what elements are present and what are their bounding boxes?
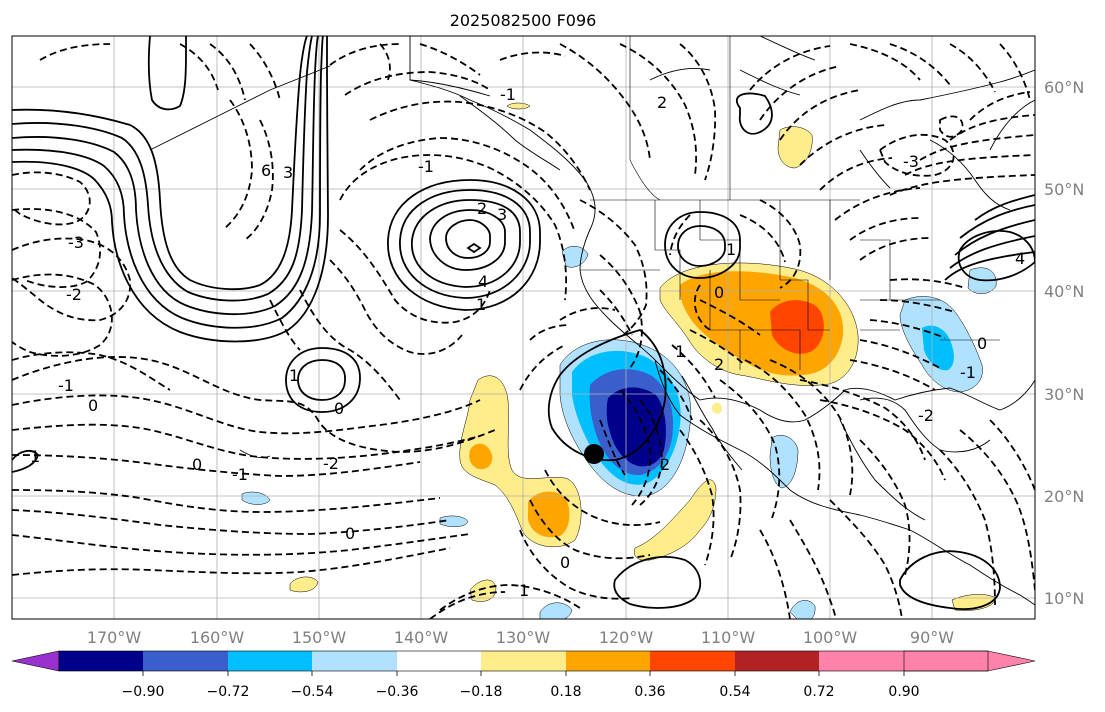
contours-dashed: [12, 43, 1035, 619]
lon-label: 130°W: [496, 628, 551, 647]
contour-label: 3: [497, 205, 507, 224]
contour-label-group: 6 3 -3 -2 -1 0 3 -1 4 1 2 -2 1 0 0 -1 2 …: [30, 85, 1025, 600]
colorbar-tick-label: 0.72: [803, 684, 834, 700]
colorbar-bin: [312, 651, 397, 671]
contour-label: 2: [660, 455, 670, 474]
colorbar-bin: [481, 651, 566, 671]
map-area: 6 3 -3 -2 -1 0 3 -1 4 1 2 -2 1 0 0 -1 2 …: [12, 36, 1035, 619]
political-borders: [580, 36, 1000, 370]
contour-label: 0: [560, 553, 570, 572]
contour-label: 0: [192, 455, 202, 474]
contour-label: -1: [232, 465, 248, 484]
contour-label: 0: [88, 396, 98, 415]
lat-label: 10°N: [1044, 589, 1084, 608]
colorbar-tick-marks: [142, 671, 905, 676]
contour-label: -2: [66, 285, 82, 304]
colorbar-tick-label: 0.18: [550, 684, 581, 700]
contour-label: -1: [418, 157, 434, 176]
contour-label: 4: [478, 272, 488, 291]
contour-label: 3: [283, 163, 293, 182]
contour-label: -3: [68, 233, 84, 252]
colorbar-max-arrow: [903, 650, 1036, 672]
latitude-labels: 60°N 50°N 40°N 30°N 20°N 10°N: [1044, 78, 1084, 608]
colorbar-tick-label: −0.72: [207, 684, 250, 700]
lon-label: 100°W: [803, 628, 858, 647]
lon-label: 150°W: [292, 628, 347, 647]
contour-label: 0: [345, 524, 355, 543]
map-frame: [11, 35, 1036, 620]
lat-label: 20°N: [1044, 487, 1084, 506]
contour-label: -1: [960, 363, 976, 382]
colorbar-tick-label: 0.90: [888, 684, 919, 700]
colorbar-bin: [566, 651, 650, 671]
lat-label: 60°N: [1044, 78, 1084, 97]
contour-label: 1: [30, 447, 40, 466]
contour-label: 1: [675, 342, 685, 361]
contour-label: 6: [261, 161, 271, 180]
contour-label: 0: [334, 399, 344, 418]
contour-label: 0: [714, 283, 724, 302]
contour-label: 1: [726, 240, 736, 259]
contour-label: 1: [476, 295, 486, 314]
colorbar-tick-label: 0.54: [719, 684, 750, 700]
contour-label: 2: [477, 199, 487, 218]
lon-label: 110°W: [701, 628, 756, 647]
colorbar-bin: [735, 651, 819, 671]
contour-label: -3: [903, 152, 919, 171]
contour-label: -2: [323, 454, 339, 473]
colorbar-bin: [228, 651, 312, 671]
colorbar-bin: [650, 651, 735, 671]
contour-label: -2: [918, 406, 934, 425]
lon-label: 90°W: [910, 628, 954, 647]
colorbar-bin: [59, 651, 143, 671]
anomaly-shading: [241, 102, 997, 619]
contour-label: 1: [519, 581, 529, 600]
colorbar-bin: [819, 651, 904, 671]
contour-label: 1: [289, 366, 299, 385]
lon-label: 160°W: [190, 628, 245, 647]
colorbar-tick-label: 0.36: [634, 684, 665, 700]
colorbar-bin: [143, 651, 228, 671]
longitude-labels: 170°W 160°W 150°W 140°W 130°W 120°W 110°…: [87, 628, 954, 647]
colorbar-tick-label: −0.18: [460, 684, 503, 700]
storm-center-marker: [584, 444, 604, 464]
contour-label: 2: [657, 93, 667, 112]
graticule: [12, 36, 1035, 619]
colorbar-tick-label: −0.36: [376, 684, 419, 700]
colorbar: −0.90 −0.72 −0.54 −0.36 −0.18 0.18 0.36 …: [11, 650, 1036, 700]
colorbar-tick-label: −0.90: [122, 684, 165, 700]
lat-label: 50°N: [1044, 180, 1084, 199]
map-title: 2025082500 F096: [450, 11, 597, 30]
colorbar-bin: [397, 651, 481, 671]
lat-label: 30°N: [1044, 385, 1084, 404]
contour-label: 4: [1015, 249, 1025, 268]
lon-label: 120°W: [599, 628, 654, 647]
contour-label: 0: [977, 334, 987, 353]
contour-label: -1: [500, 85, 516, 104]
contour-label: 2: [714, 355, 724, 374]
lon-label: 170°W: [87, 628, 142, 647]
positive-anomaly-sw-us-red: [770, 300, 824, 354]
lat-label: 40°N: [1044, 282, 1084, 301]
contour-label: -1: [58, 376, 74, 395]
colorbar-tick-label: −0.54: [291, 684, 334, 700]
lon-label: 140°W: [394, 628, 449, 647]
colorbar-min-arrow: [11, 650, 60, 672]
